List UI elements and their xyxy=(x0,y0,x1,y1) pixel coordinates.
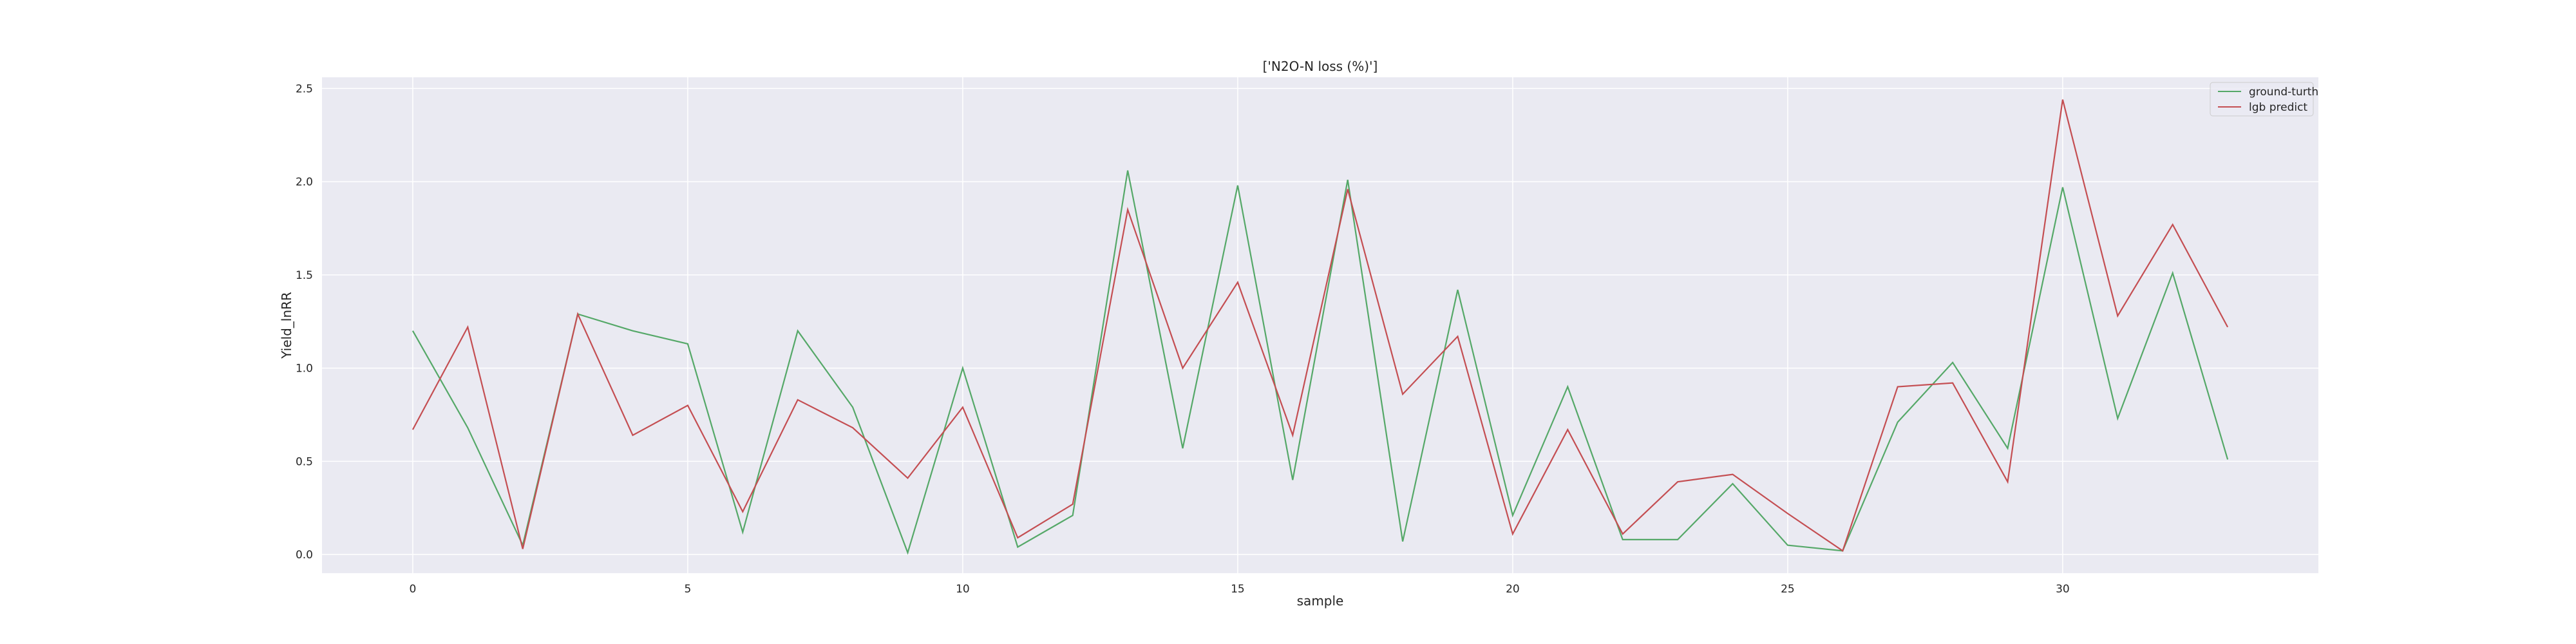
plot-background xyxy=(322,77,2318,573)
y-tick-label: 0.5 xyxy=(296,455,313,468)
x-tick-label: 10 xyxy=(956,583,970,596)
data-series xyxy=(412,99,2229,555)
x-tick-label: 30 xyxy=(2056,583,2070,596)
tick-labels: 0 5 10 15 20 25 30 0.0 0.5 1.0 1.5 2.0 2.5 xyxy=(296,82,2070,596)
y-tick-label: 2.5 xyxy=(296,82,313,95)
y-tick-label: 1.0 xyxy=(296,363,313,375)
series-line-ground-turth xyxy=(412,170,2229,555)
legend: ground-turth lgb predict xyxy=(2210,82,2318,117)
x-tick-label: 5 xyxy=(684,583,691,596)
x-tick-label: 20 xyxy=(1506,583,1520,596)
y-axis-label: Yield_lnRR xyxy=(279,292,294,359)
x-axis-label: sample xyxy=(1297,593,1344,609)
y-tick-label: 2.0 xyxy=(296,176,313,189)
grid-lines xyxy=(322,77,2318,573)
x-tick-label: 15 xyxy=(1231,583,1245,596)
x-tick-label: 0 xyxy=(409,583,416,596)
y-tick-label: 1.5 xyxy=(296,269,313,282)
series-line-lgb-predict xyxy=(412,99,2229,553)
chart-title: ['N2O-N loss (%)'] xyxy=(1263,59,1378,74)
legend-label-lgb-predict: lgb predict xyxy=(2249,101,2307,114)
legend-label-ground-turth: ground-turth xyxy=(2249,86,2318,99)
x-tick-label: 25 xyxy=(1781,583,1795,596)
y-tick-label: 0.0 xyxy=(296,549,313,562)
